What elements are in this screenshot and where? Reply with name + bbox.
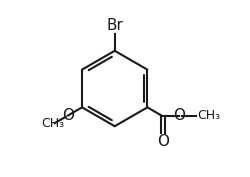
Text: Br: Br (106, 18, 123, 33)
Text: O: O (174, 108, 186, 123)
Text: O: O (62, 108, 74, 123)
Text: O: O (157, 133, 169, 149)
Text: CH₃: CH₃ (42, 117, 65, 130)
Text: CH₃: CH₃ (198, 109, 220, 122)
